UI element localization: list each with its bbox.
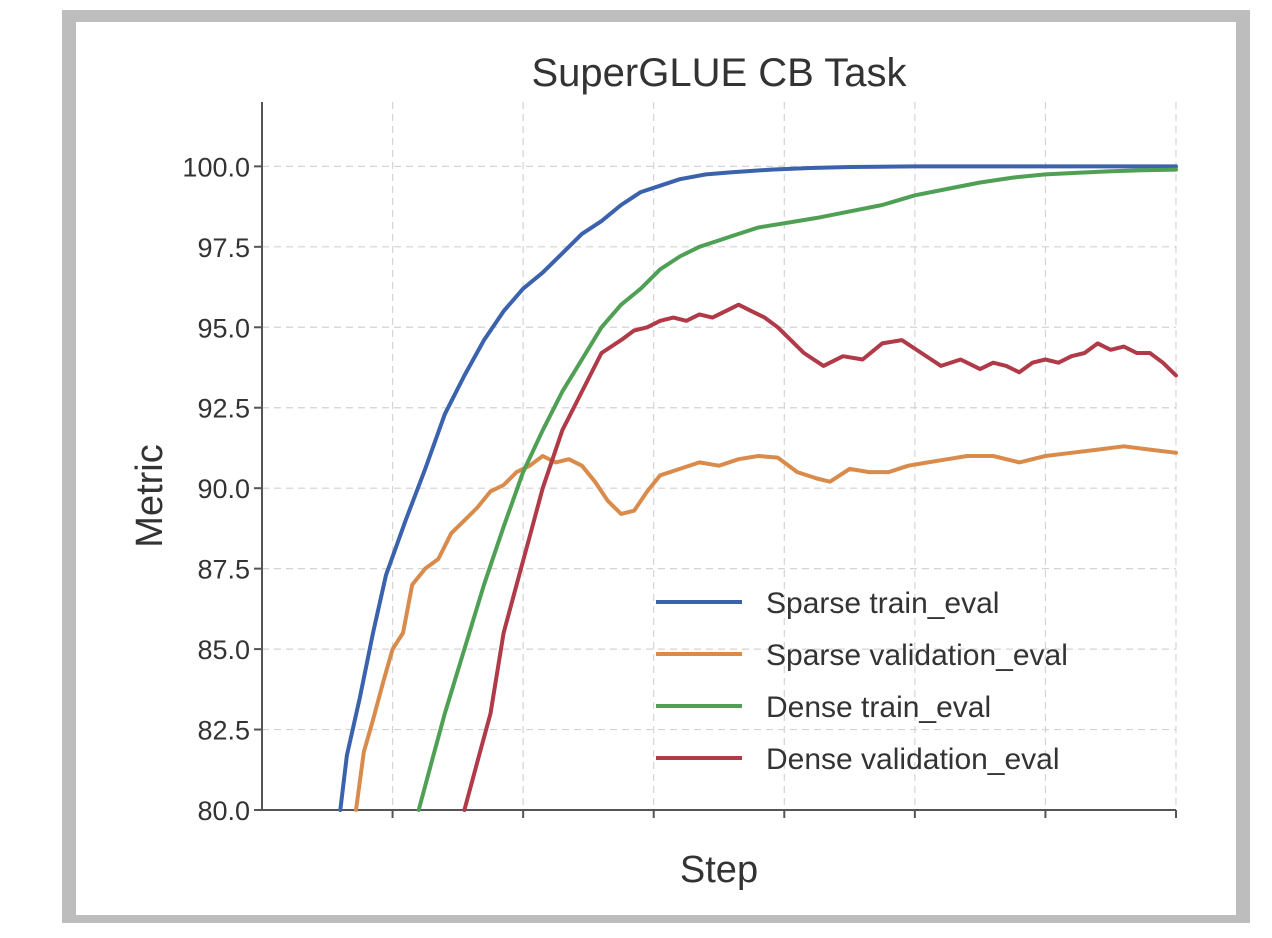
legend: Sparse train_eval Sparse validation_eval D… — [656, 587, 1068, 776]
chart-title: SuperGLUE CB Task — [532, 51, 908, 95]
y-tick-label: 82.5 — [197, 716, 250, 746]
y-tick-label: 95.0 — [197, 313, 250, 343]
legend-label: Dense train_eval — [766, 691, 991, 724]
y-tick-labels: 80.0 82.5 85.0 87.5 90.0 92.5 95.0 97.5 100.0 — [182, 152, 250, 826]
chart-panel: 80.0 82.5 85.0 87.5 90.0 92.5 95.0 97.5 100.0 Su… — [76, 22, 1236, 915]
y-tick-label: 100.0 — [182, 152, 250, 182]
y-tick-label: 90.0 — [197, 474, 250, 504]
y-tick-label: 92.5 — [197, 394, 250, 424]
line-chart: 80.0 82.5 85.0 87.5 90.0 92.5 95.0 97.5 100.0 Su… — [129, 51, 1178, 891]
x-axis-label: Step — [680, 849, 758, 891]
y-tick-label: 85.0 — [197, 635, 250, 665]
y-axis-label: Metric — [129, 444, 171, 547]
series-line — [354, 444, 1178, 812]
y-tick-label: 87.5 — [197, 555, 250, 585]
series-lines — [338, 164, 1178, 812]
grid-lines — [262, 102, 1177, 811]
axes — [254, 102, 1177, 818]
series-line — [416, 167, 1178, 812]
series-line — [462, 302, 1178, 812]
legend-label: Sparse train_eval — [766, 587, 999, 620]
y-tick-label: 80.0 — [197, 796, 250, 826]
legend-label: Dense validation_eval — [766, 743, 1060, 776]
series-line — [338, 164, 1178, 812]
legend-label: Sparse validation_eval — [766, 639, 1068, 672]
chart-frame: 80.0 82.5 85.0 87.5 90.0 92.5 95.0 97.5 100.0 Su… — [62, 10, 1250, 923]
y-tick-label: 97.5 — [197, 233, 250, 263]
